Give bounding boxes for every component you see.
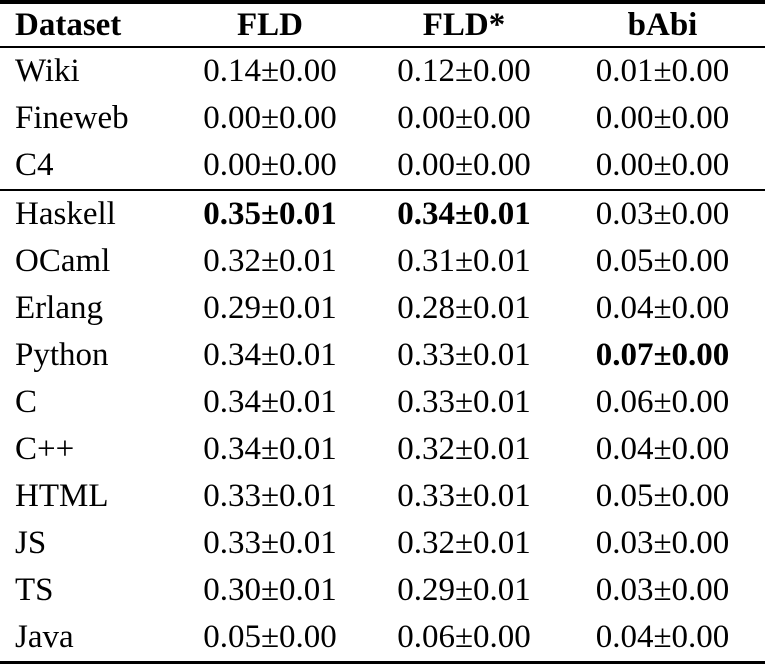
value-cell: 0.01±0.00 (595, 53, 730, 89)
value-cell: 0.34±0.01 (203, 337, 337, 373)
col-header-fld-star: FLD* (368, 2, 560, 48)
value-cell: 0.32±0.01 (397, 431, 531, 467)
value-cell: 0.00±0.00 (595, 147, 730, 183)
value-cell: 0.03±0.00 (595, 525, 730, 561)
value-cell: 0.00±0.00 (203, 147, 337, 183)
value-cell: 0.34±0.01 (203, 431, 337, 467)
dataset-cell: Erlang (15, 290, 103, 326)
value-cell: 0.03±0.00 (595, 572, 730, 608)
table-row: C4 0.00±0.00 0.00±0.00 0.00±0.00 (0, 142, 765, 190)
table-row: C++ 0.34±0.01 0.32±0.01 0.04±0.00 (0, 426, 765, 473)
value-cell: 0.33±0.01 (397, 478, 531, 514)
dataset-cell: JS (15, 525, 47, 561)
table-row: Java 0.05±0.00 0.06±0.00 0.04±0.00 (0, 614, 765, 663)
dataset-cell: C (15, 384, 38, 420)
dataset-cell: OCaml (15, 243, 111, 279)
table-row: C 0.34±0.01 0.33±0.01 0.06±0.00 (0, 379, 765, 426)
value-cell: 0.06±0.00 (397, 619, 531, 655)
table-row: HTML 0.33±0.01 0.33±0.01 0.05±0.00 (0, 473, 765, 520)
results-table-body: Wiki 0.14±0.00 0.12±0.00 0.01±0.00 Fineweb 0.… (0, 47, 765, 663)
value-cell: 0.35±0.01 (172, 189, 368, 238)
value-cell: 0.05±0.00 (595, 243, 730, 279)
value-cell: 0.00±0.00 (595, 100, 730, 136)
table-row: Fineweb 0.00±0.00 0.00±0.00 0.00±0.00 (0, 95, 765, 142)
table-row: TS 0.30±0.01 0.29±0.01 0.03±0.00 (0, 567, 765, 614)
col-header-dataset: Dataset (0, 2, 172, 48)
value-cell: 0.03±0.00 (560, 189, 765, 238)
table-row: Erlang 0.29±0.01 0.28±0.01 0.04±0.00 (0, 285, 765, 332)
dataset-cell: C4 (15, 147, 54, 183)
value-cell: 0.04±0.00 (595, 619, 730, 655)
table-row: Wiki 0.14±0.00 0.12±0.00 0.01±0.00 (0, 47, 765, 95)
value-cell: 0.00±0.00 (203, 100, 337, 136)
value-cell: 0.29±0.01 (203, 290, 337, 326)
value-cell: 0.05±0.00 (595, 478, 730, 514)
dataset-cell: Fineweb (15, 100, 129, 136)
value-cell: 0.31±0.01 (397, 243, 531, 279)
value-cell: 0.04±0.00 (595, 290, 730, 326)
value-cell: 0.33±0.01 (203, 478, 337, 514)
table-header: Dataset FLD FLD* bAbi (0, 2, 765, 48)
value-cell: 0.04±0.00 (595, 431, 730, 467)
value-cell: 0.12±0.00 (397, 53, 531, 89)
col-header-fld: FLD (172, 2, 368, 48)
value-cell: 0.00±0.00 (397, 100, 531, 136)
dataset-cell: TS (15, 572, 54, 608)
value-cell: 0.32±0.01 (397, 525, 531, 561)
value-cell: 0.34±0.01 (203, 384, 337, 420)
dataset-cell: C++ (15, 431, 75, 467)
value-cell: 0.28±0.01 (397, 290, 531, 326)
value-cell: 0.00±0.00 (397, 147, 531, 183)
col-header-babi: bAbi (560, 2, 765, 48)
value-cell: 0.33±0.01 (397, 384, 531, 420)
dataset-cell: Wiki (15, 53, 80, 89)
value-cell: 0.34±0.01 (368, 189, 560, 238)
value-cell: 0.06±0.00 (595, 384, 730, 420)
value-cell: 0.05±0.00 (203, 619, 337, 655)
table-row: Haskell 0.35±0.01 0.34±0.01 0.03±0.00 (0, 189, 765, 238)
value-cell: 0.33±0.01 (203, 525, 337, 561)
value-cell: 0.32±0.01 (203, 243, 337, 279)
table-row: JS 0.33±0.01 0.32±0.01 0.03±0.00 (0, 520, 765, 567)
value-cell: 0.30±0.01 (203, 572, 337, 608)
dataset-cell: HTML (15, 478, 109, 514)
value-cell: 0.29±0.01 (397, 572, 531, 608)
value-cell: 0.14±0.00 (203, 53, 337, 89)
header-row: Dataset FLD FLD* bAbi (0, 2, 765, 48)
dataset-cell: Python (15, 337, 109, 373)
table-row: OCaml 0.32±0.01 0.31±0.01 0.05±0.00 (0, 238, 765, 285)
value-cell: 0.07±0.00 (595, 337, 730, 373)
dataset-cell: Haskell (0, 189, 172, 238)
value-cell: 0.33±0.01 (397, 337, 531, 373)
dataset-cell: Java (15, 619, 74, 655)
table-row: Python 0.34±0.01 0.33±0.01 0.07±0.00 (0, 332, 765, 379)
